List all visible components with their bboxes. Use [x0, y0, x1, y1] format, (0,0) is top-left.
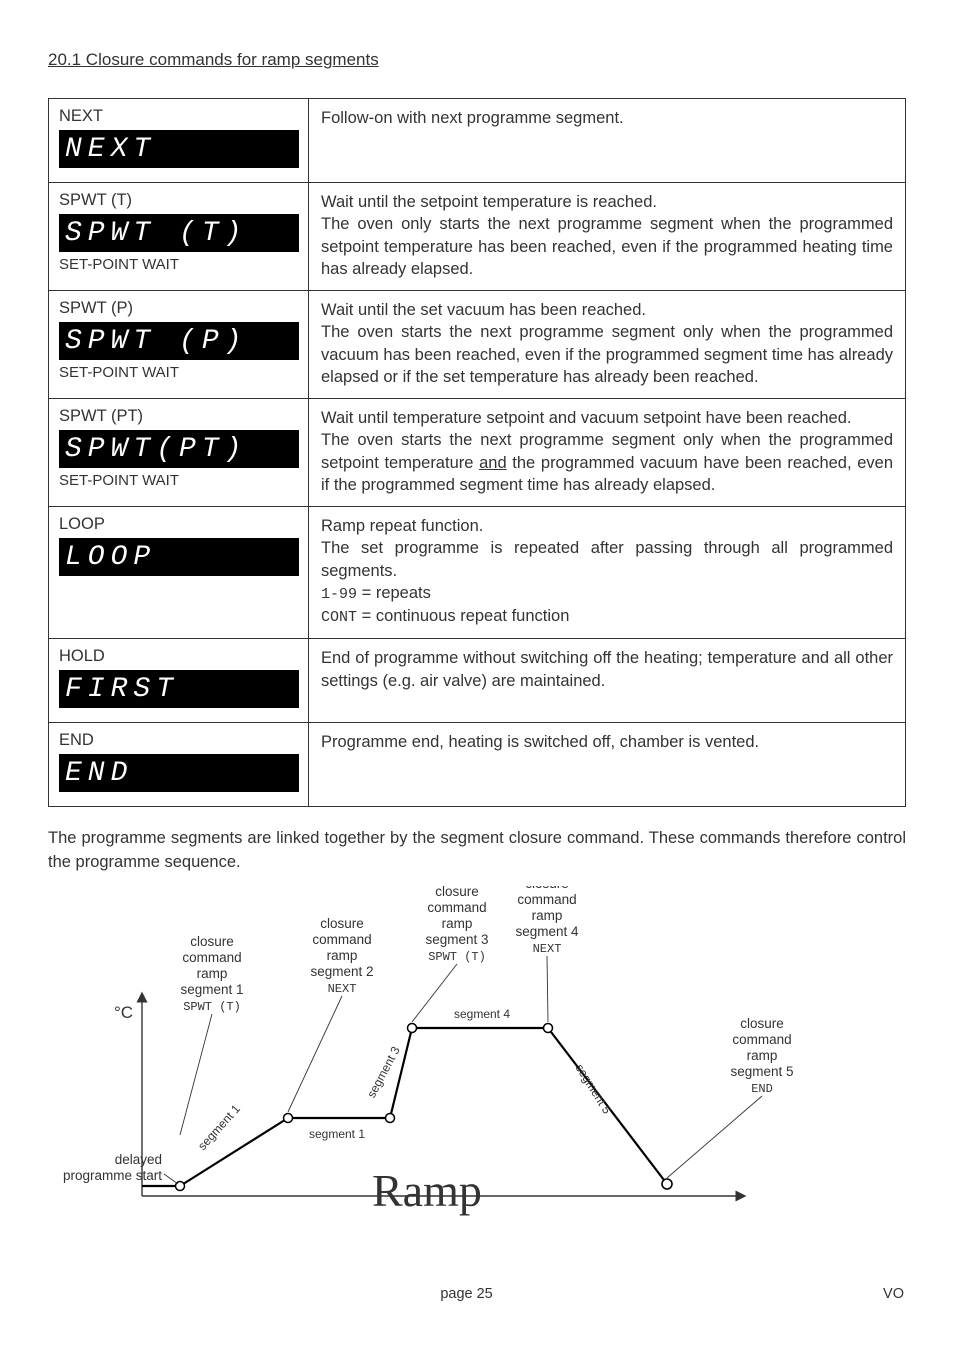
command-subtitle: SET-POINT WAIT [59, 364, 298, 381]
lcd-text: SPWT (P) [65, 326, 247, 357]
section-title: 20.1 Closure commands for ramp segments [48, 50, 906, 70]
svg-text:closure: closure [740, 1016, 784, 1031]
svg-text:command: command [517, 892, 576, 907]
footer-page: page 25 [440, 1286, 492, 1302]
lcd-text: END [65, 758, 133, 789]
command-cell: SPWT (P) SPWT (P) SET-POINT WAIT [49, 291, 309, 398]
svg-text:ramp: ramp [327, 948, 358, 963]
svg-text:segment 1: segment 1 [180, 982, 243, 997]
table-row: HOLD FIRST End of programme without switch… [49, 638, 905, 722]
svg-text:ramp: ramp [532, 908, 563, 923]
description-cell: Ramp repeat function.The set programme i… [309, 507, 905, 638]
svg-text:segment 4: segment 4 [515, 924, 579, 939]
table-row: END END Programme end, heating is switched… [49, 722, 905, 806]
lcd-text: NEXT [65, 134, 156, 165]
svg-text:SPWT (T): SPWT (T) [428, 950, 486, 964]
svg-text:segment 5: segment 5 [730, 1064, 793, 1079]
description-cell: Programme end, heating is switched off, … [309, 723, 905, 806]
lcd-display: FIRST [59, 670, 299, 708]
description-cell: Follow-on with next programme segment. [309, 99, 905, 182]
svg-text:SPWT (T): SPWT (T) [183, 1000, 241, 1014]
command-subtitle: SET-POINT WAIT [59, 256, 298, 273]
svg-text:ramp: ramp [747, 1048, 778, 1063]
command-subtitle: SET-POINT WAIT [59, 472, 298, 489]
svg-text:command: command [732, 1032, 791, 1047]
lcd-text: SPWT (T) [65, 218, 247, 249]
command-name: SPWT (T) [59, 191, 298, 210]
command-cell: NEXT NEXT [49, 99, 309, 182]
closure-commands-table: NEXT NEXT Follow-on with next programme se… [48, 98, 906, 807]
svg-text:closure: closure [190, 934, 234, 949]
table-row: SPWT (PT) SPWT(PT) SET-POINT WAIT Wait unti… [49, 398, 905, 506]
svg-text:closure: closure [320, 916, 364, 931]
svg-text:NEXT: NEXT [328, 982, 357, 996]
table-row: SPWT (T) SPWT (T) SET-POINT WAIT Wait until… [49, 182, 905, 290]
svg-text:segment 5: segment 5 [573, 1061, 615, 1116]
svg-text:programme start: programme start [63, 1168, 162, 1183]
command-name: END [59, 731, 298, 750]
command-name: HOLD [59, 647, 298, 666]
lcd-display: LOOP [59, 538, 299, 576]
svg-text:segment 4: segment 4 [454, 1007, 510, 1021]
description-cell: Wait until temperature setpoint and vacu… [309, 399, 905, 506]
svg-text:delayed: delayed [115, 1152, 162, 1167]
lcd-text: LOOP [65, 542, 156, 573]
svg-text:command: command [427, 900, 486, 915]
command-cell: SPWT (PT) SPWT(PT) SET-POINT WAIT [49, 399, 309, 506]
svg-text:segment 2: segment 2 [310, 964, 373, 979]
command-cell: END END [49, 723, 309, 806]
command-name: LOOP [59, 515, 298, 534]
lcd-display: END [59, 754, 299, 792]
footer-code: VO [883, 1286, 904, 1302]
svg-text:°C: °C [114, 1003, 133, 1022]
svg-text:NEXT: NEXT [533, 942, 562, 956]
svg-text:command: command [312, 932, 371, 947]
lcd-text: SPWT(PT) [65, 434, 247, 465]
lcd-text: FIRST [65, 674, 179, 705]
lcd-display: SPWT (T) [59, 214, 299, 252]
lcd-display: SPWT(PT) [59, 430, 299, 468]
svg-text:segment 1: segment 1 [195, 1101, 243, 1152]
body-paragraph: The programme segments are linked togeth… [48, 827, 906, 873]
table-row: NEXT NEXT Follow-on with next programme se… [49, 99, 905, 182]
command-cell: HOLD FIRST [49, 639, 309, 722]
command-name: SPWT (P) [59, 299, 298, 318]
table-row: SPWT (P) SPWT (P) SET-POINT WAIT Wait until… [49, 290, 905, 398]
table-row: LOOP LOOP Ramp repeat function.The set pro… [49, 506, 905, 638]
command-cell: LOOP LOOP [49, 507, 309, 638]
svg-text:command: command [182, 950, 241, 965]
svg-text:segment 3: segment 3 [425, 932, 488, 947]
page: 20.1 Closure commands for ramp segments … [0, 0, 954, 1332]
svg-text:closure: closure [435, 886, 479, 899]
command-cell: SPWT (T) SPWT (T) SET-POINT WAIT [49, 183, 309, 290]
svg-text:segment 1: segment 1 [309, 1127, 365, 1141]
svg-text:closure: closure [525, 886, 569, 891]
lcd-display: SPWT (P) [59, 322, 299, 360]
svg-text:Ramp: Ramp [372, 1165, 482, 1216]
svg-text:END: END [751, 1082, 773, 1096]
svg-text:ramp: ramp [197, 966, 228, 981]
description-cell: Wait until the set vacuum has been reach… [309, 291, 905, 398]
ramp-diagram: °Cclosurecommandrampsegment 1SPWT (T)clo… [62, 886, 892, 1256]
command-name: NEXT [59, 107, 298, 126]
description-cell: End of programme without switching off t… [309, 639, 905, 722]
lcd-display: NEXT [59, 130, 299, 168]
ramp-diagram-wrap: °Cclosurecommandrampsegment 1SPWT (T)clo… [48, 886, 906, 1256]
svg-text:ramp: ramp [442, 916, 473, 931]
page-footer: page 25 VO [48, 1286, 906, 1302]
description-cell: Wait until the setpoint temperature is r… [309, 183, 905, 290]
command-name: SPWT (PT) [59, 407, 298, 426]
